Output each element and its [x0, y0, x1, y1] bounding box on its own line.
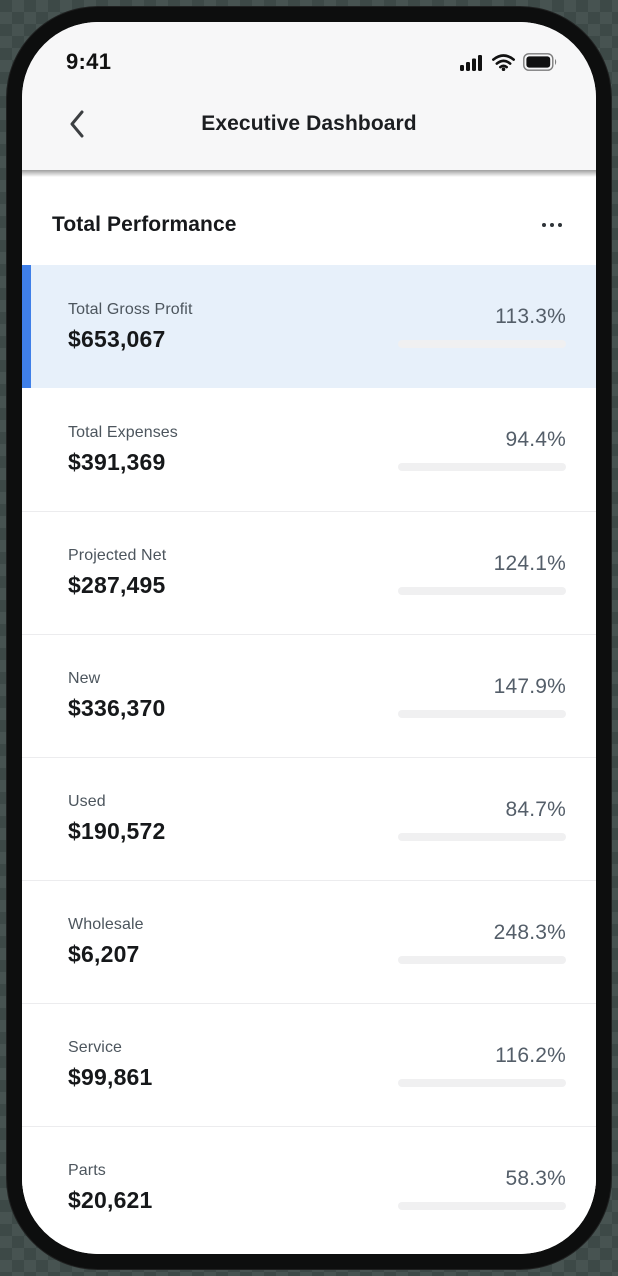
header-divider — [22, 170, 596, 177]
section-title: Total Performance — [52, 213, 237, 236]
chevron-left-icon — [70, 110, 84, 138]
metric-label: Wholesale — [68, 916, 144, 933]
metric-list: Total Gross Profit $653,067 113.3% Total… — [22, 265, 596, 1249]
metric-label: Parts — [68, 1162, 106, 1179]
metric-row-service[interactable]: Service $99,861 116.2% — [22, 1003, 596, 1126]
status-bar: 9:41 — [22, 22, 596, 78]
metric-percent: 84.7% — [505, 797, 566, 821]
metric-value: $6,207 — [68, 941, 140, 967]
metric-value: $190,572 — [68, 818, 166, 844]
progress-bar — [398, 586, 566, 595]
metric-value: $336,370 — [68, 695, 166, 721]
metric-value: $391,369 — [68, 448, 166, 475]
phone-screen: 9:41 — [22, 22, 596, 1254]
metric-percent: 124.1% — [493, 551, 566, 575]
progress-bar — [398, 955, 566, 964]
cellular-signal-icon — [460, 54, 482, 71]
metric-row-wholesale[interactable]: Wholesale $6,207 248.3% — [22, 880, 596, 1003]
metric-label: Total Gross Profit — [68, 300, 193, 318]
metric-value: $20,621 — [68, 1187, 153, 1213]
metric-label: New — [68, 670, 101, 687]
metric-row-projected-net[interactable]: Projected Net $287,495 124.1% — [22, 511, 596, 634]
metric-row-total-gross-profit[interactable]: Total Gross Profit $653,067 113.3% — [22, 265, 596, 388]
metric-percent: 94.4% — [505, 428, 566, 451]
metric-label: Service — [68, 1039, 123, 1056]
ellipsis-icon[interactable] — [540, 217, 564, 233]
top-chrome: 9:41 — [22, 22, 596, 170]
phone-frame: 9:41 — [6, 6, 612, 1270]
progress-bar — [398, 1201, 566, 1210]
wifi-icon — [492, 54, 515, 71]
dashboard-content: Total Performance Total Gross Profit $65… — [22, 177, 596, 1254]
metric-value: $99,861 — [68, 1064, 153, 1090]
metric-label: Projected Net — [68, 547, 167, 564]
progress-bar — [398, 1078, 566, 1087]
metric-value: $653,067 — [68, 325, 166, 352]
metric-percent: 147.9% — [493, 674, 566, 698]
selected-row-accent — [22, 265, 31, 388]
metric-percent: 116.2% — [495, 1043, 566, 1067]
progress-bar — [398, 340, 566, 348]
metric-row-parts[interactable]: Parts $20,621 58.3% — [22, 1126, 596, 1249]
back-button[interactable] — [62, 107, 92, 141]
metric-label: Used — [68, 793, 106, 810]
metric-row-new[interactable]: New $336,370 147.9% — [22, 634, 596, 757]
progress-bar — [398, 463, 566, 471]
metric-percent: 58.3% — [505, 1166, 566, 1190]
metric-row-used[interactable]: Used $190,572 84.7% — [22, 757, 596, 880]
metric-row-total-expenses[interactable]: Total Expenses $391,369 94.4% — [22, 388, 596, 511]
progress-bar — [398, 832, 566, 841]
nav-bar: Executive Dashboard — [22, 78, 596, 170]
progress-bar — [398, 709, 566, 718]
status-icons — [460, 53, 558, 71]
metric-value: $287,495 — [68, 572, 166, 598]
status-time: 9:41 — [66, 49, 112, 74]
metric-label: Total Expenses — [68, 423, 178, 441]
battery-icon — [523, 53, 557, 71]
section-header: Total Performance — [22, 177, 596, 265]
page-title: Executive Dashboard — [201, 112, 417, 135]
metric-percent: 113.3% — [495, 305, 566, 328]
metric-percent: 248.3% — [493, 920, 566, 944]
